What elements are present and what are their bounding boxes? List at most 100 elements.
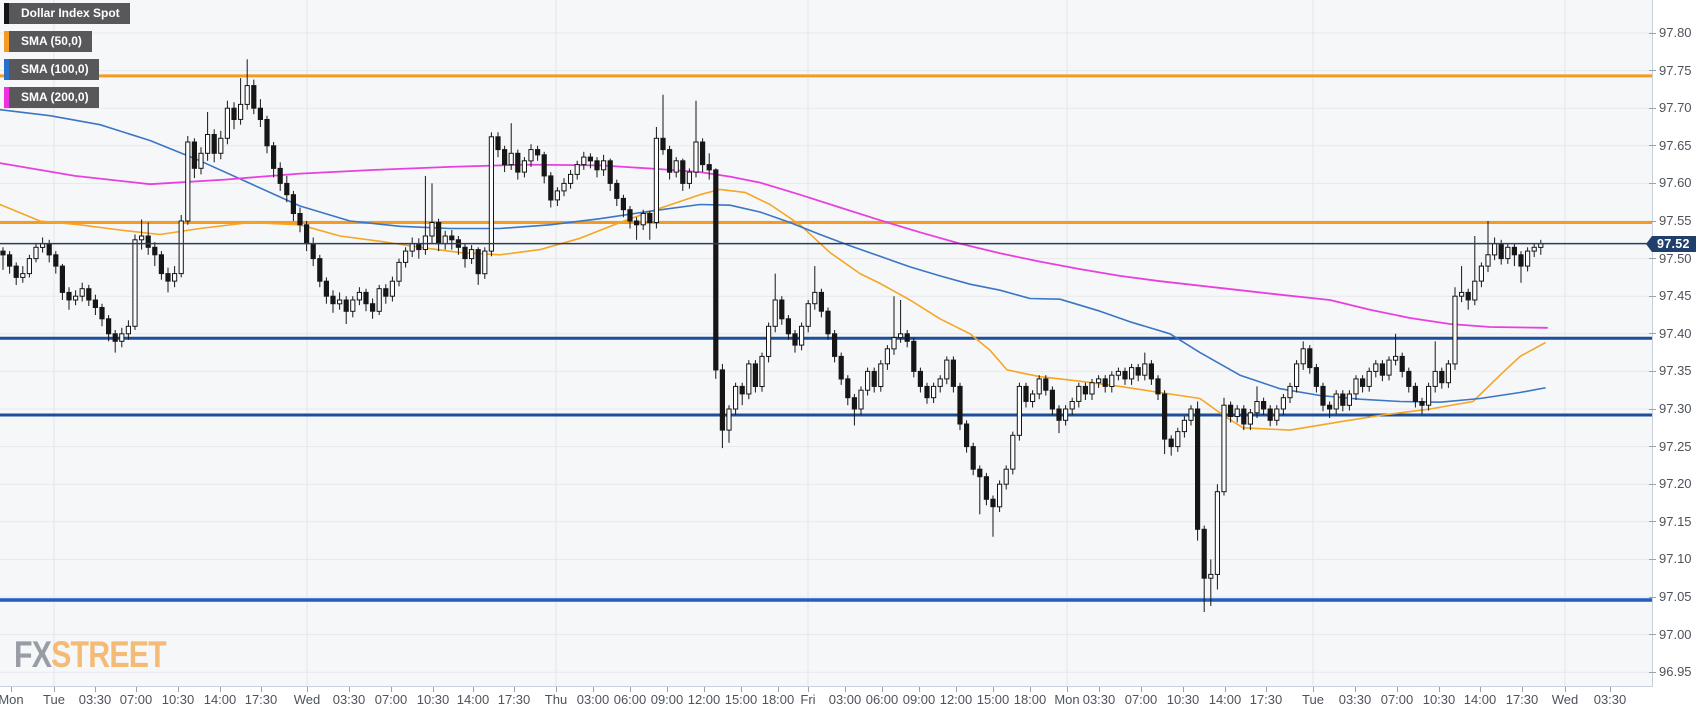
time-axis-tick [307,687,308,692]
price-axis-tick [1649,634,1656,636]
price-axis-tick [1649,333,1656,335]
price-axis-label: 97.60 [1659,175,1692,191]
price-axis-tick [1649,145,1656,147]
price-axis-tick [1649,70,1656,72]
time-axis-tick [261,687,262,692]
time-axis-label: 06:00 [613,692,647,707]
time-axis-tick [704,687,705,692]
time-axis-label: 07:00 [1380,692,1414,707]
time-axis-tick [630,687,631,692]
time-axis-label: 18:00 [761,692,795,707]
price-axis-label: 97.35 [1659,363,1692,379]
legend-item-sma3: SMA (200,0) [4,87,99,108]
time-axis-tick [473,687,474,692]
price-axis-label: 97.70 [1659,100,1692,116]
time-axis-tick [136,687,137,692]
price-axis-label: 97.10 [1659,551,1692,567]
time-axis-label: Tue [1302,692,1324,707]
price-axis-tick [1649,558,1656,560]
time-axis-tick [11,687,12,692]
time-axis-tick [349,687,350,692]
time-axis-label: 07:00 [1124,692,1158,707]
legend-color-swatch [4,87,9,108]
price-axis-label: 97.00 [1659,626,1692,642]
time-axis-tick [1183,687,1184,692]
legend-color-swatch [4,31,9,52]
price-axis-label: 97.20 [1659,476,1692,492]
price-axis-tick [1649,182,1656,184]
time-axis-label: 03:30 [78,692,112,707]
time-axis-tick [220,687,221,692]
time-axis-tick [593,687,594,692]
time-axis-tick [54,687,55,692]
time-axis-label: 14:00 [1208,692,1242,707]
time-axis-tick [667,687,668,692]
time-axis-label: 15:00 [724,692,758,707]
price-axis-label: 97.55 [1659,213,1692,228]
price-axis-label: 97.30 [1659,401,1692,416]
time-axis-tick [1141,687,1142,692]
time-axis-label: Thu [544,692,568,707]
price-axis-label: 97.50 [1659,250,1692,266]
last-price-badge: 97.52 [1646,235,1696,252]
price-axis-tick [1649,220,1656,222]
time-axis-label: 03:30 [1338,692,1372,707]
time-axis-tick [1522,687,1523,692]
time-axis-tick [919,687,920,692]
time-axis-label: 03:30 [332,692,366,707]
price-axis-tick [1649,32,1656,34]
time-axis-tick [1225,687,1226,692]
time-axis-label: 07:00 [374,692,408,707]
time-axis-label: Tue [43,692,65,707]
price-axis-label: 97.45 [1659,288,1692,304]
time-axis-label: 18:00 [1013,692,1047,707]
time-axis-label: 17:30 [244,692,278,707]
time-axis-label: 06:00 [865,692,899,707]
fxstreet-logo-fx: FX [14,634,52,675]
price-axis-tick [1649,370,1656,372]
time-axis-label: 03:00 [828,692,862,707]
price-axis-tick [1649,107,1656,109]
time-axis-tick [1397,687,1398,692]
time-axis-label: 15:00 [976,692,1010,707]
time-axis-label: 03:30 [1593,692,1627,707]
time-axis-label: 12:00 [687,692,721,707]
time-axis-label: Wed [1551,692,1579,707]
fxstreet-logo: FXSTREET [14,634,167,676]
price-axis-label: 97.40 [1659,325,1692,341]
price-axis-tick [1649,483,1656,485]
price-axis-label: 96.95 [1659,664,1692,680]
price-axis-tick [1649,408,1656,410]
time-axis-tick [1355,687,1356,692]
time-axis-tick [1266,687,1267,692]
time-axis-tick [95,687,96,692]
time-axis-tick [1067,687,1068,692]
time-axis-tick [1565,687,1566,692]
time-axis-tick [178,687,179,692]
legend-item-sma2: SMA (100,0) [4,59,99,80]
time-axis-tick [1030,687,1031,692]
price-axis-label: 97.25 [1659,438,1692,454]
price-chart-canvas[interactable] [0,0,1653,687]
price-axis-tick [1649,295,1656,297]
time-axis-label: Mon [1054,692,1080,707]
time-axis-label: 10:30 [1166,692,1200,707]
price-axis-label: 97.65 [1659,137,1692,153]
time-axis-label: 14:00 [456,692,490,707]
legend-label: Dollar Index Spot [21,6,120,20]
time-axis-tick [956,687,957,692]
candlestick-chart[interactable] [0,0,1652,686]
time-axis-label: 10:30 [161,692,195,707]
time-axis-label: Wed [293,692,321,707]
time-axis-tick [741,687,742,692]
time-axis-tick [1313,687,1314,692]
time-axis-label: 17:30 [1505,692,1539,707]
time-axis-tick [778,687,779,692]
time-axis-label: Fri [800,692,816,707]
time-axis-tick [882,687,883,692]
price-axis-label: 97.15 [1659,513,1692,529]
time-axis-label: 14:00 [1463,692,1497,707]
time-axis-tick [433,687,434,692]
price-axis-label: 97.80 [1659,25,1692,40]
